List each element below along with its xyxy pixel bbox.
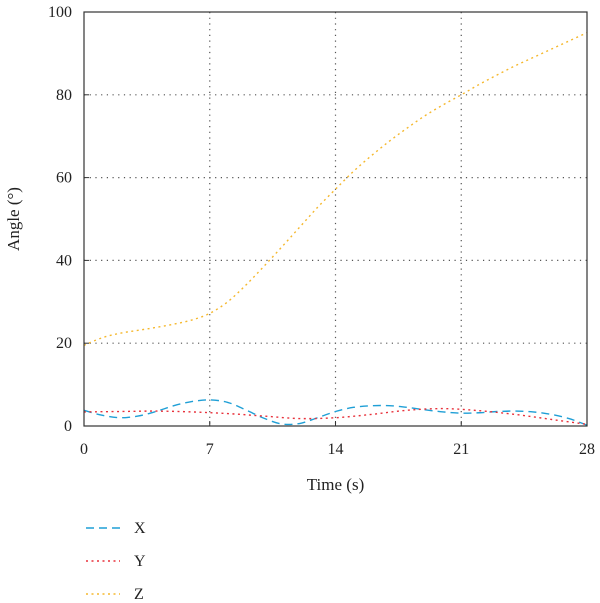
y-tick-label: 80: [56, 87, 72, 104]
y-tick-label: 0: [64, 418, 72, 435]
y-tick-label: 60: [56, 170, 72, 187]
x-tick-label: 7: [206, 441, 214, 458]
legend-label-z: Z: [134, 586, 144, 603]
x-tick-label: 0: [80, 441, 88, 458]
ticks: 0 7 14 21 28 0 20 40 60 80 100: [48, 4, 595, 458]
grid: [84, 12, 587, 426]
series-line-z: [83, 32, 588, 346]
x-tick-label: 28: [579, 441, 595, 458]
y-axis-label: Angle (°): [4, 187, 23, 251]
legend-label-y: Y: [134, 553, 146, 570]
y-tick-label: 40: [56, 252, 72, 269]
legend-label-x: X: [134, 520, 146, 537]
legend: XYZ: [86, 520, 146, 603]
series-line-x: [83, 399, 588, 426]
x-tick-label: 14: [328, 441, 344, 458]
y-tick-label: 100: [48, 4, 72, 21]
y-tick-label: 20: [56, 335, 72, 352]
plot-frame: [83, 11, 588, 427]
series-group: [83, 32, 588, 426]
x-tick-label: 21: [453, 441, 469, 458]
x-axis-label: Time (s): [307, 475, 364, 494]
